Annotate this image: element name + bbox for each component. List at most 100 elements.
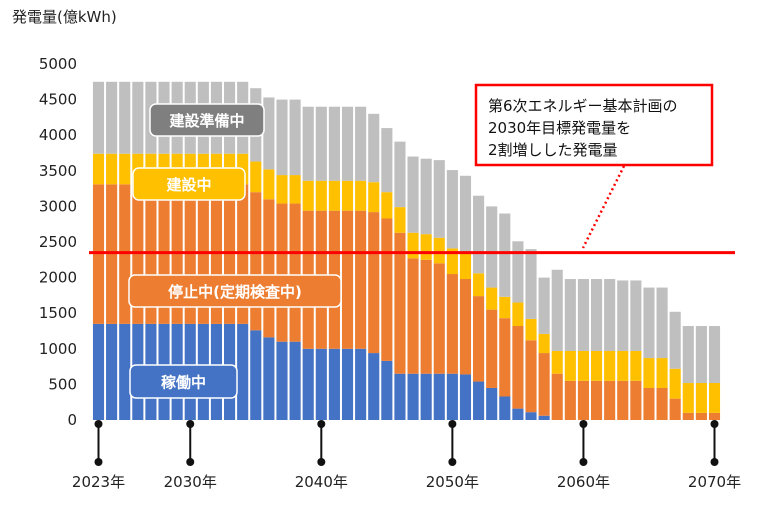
y-tick-label: 0 bbox=[67, 411, 77, 429]
bar-segment-3 bbox=[92, 81, 105, 154]
x-tick-dot-bottom bbox=[186, 458, 195, 466]
bar-segment-0 bbox=[315, 348, 327, 420]
x-tick-label: 2070年 bbox=[688, 473, 741, 491]
annotation-group: 第6次エネルギー基本計画の 2030年目標発電量を 2割増しした発電量 bbox=[474, 83, 714, 249]
bar-segment-2 bbox=[656, 358, 668, 388]
bar-segment-2 bbox=[564, 350, 576, 381]
y-tick-label: 1500 bbox=[39, 304, 77, 322]
bar-segment-3 bbox=[315, 106, 327, 181]
bar-segment-2 bbox=[420, 234, 432, 260]
bar-segment-3 bbox=[119, 81, 131, 154]
annotation-leader bbox=[581, 165, 626, 249]
y-tick-label: 3500 bbox=[39, 162, 77, 180]
x-tick-label: 2040年 bbox=[295, 473, 348, 491]
annotation-text-line: 2030年目標発電量を bbox=[488, 119, 631, 137]
annotation-text-line: 第6次エネルギー基本計画の bbox=[488, 97, 678, 115]
bar-segment-0 bbox=[499, 396, 511, 420]
bar-segment-0 bbox=[341, 348, 354, 420]
bar-segment-2 bbox=[512, 302, 524, 327]
bar-segment-0 bbox=[368, 353, 380, 420]
bar-segment-3 bbox=[355, 106, 367, 181]
bar-segment-2 bbox=[525, 318, 537, 341]
bar-segment-3 bbox=[643, 287, 655, 359]
bar-segment-3 bbox=[446, 170, 458, 249]
bar-segment-3 bbox=[577, 279, 589, 351]
bar-segment-3 bbox=[525, 249, 537, 319]
bar-segment-0 bbox=[92, 323, 105, 420]
bar-segment-3 bbox=[263, 97, 275, 170]
bar-segment-2 bbox=[250, 161, 262, 193]
bar-segment-1 bbox=[551, 373, 563, 420]
bar-segment-0 bbox=[276, 341, 288, 420]
bar-segment-2 bbox=[630, 350, 642, 381]
bar-segment-0 bbox=[525, 412, 537, 420]
bar-segment-0 bbox=[328, 348, 340, 420]
x-tick-label: 2060年 bbox=[557, 473, 610, 491]
bar-segment-1 bbox=[656, 387, 668, 420]
bar-segment-0 bbox=[538, 415, 550, 420]
bar-segment-1 bbox=[276, 203, 288, 342]
annotation-text-line: 2割増しした発電量 bbox=[488, 141, 618, 159]
bar-segment-2 bbox=[355, 180, 367, 211]
bar-segment-1 bbox=[394, 232, 406, 374]
bar-segment-1 bbox=[643, 387, 655, 420]
category-label-text: 建設準備中 bbox=[169, 112, 244, 130]
category-label-text: 建設中 bbox=[166, 176, 211, 194]
category-label-box bbox=[149, 103, 265, 137]
bar-segment-2 bbox=[433, 237, 445, 264]
bar-segment-1 bbox=[564, 380, 576, 420]
category-label-text: 停止中(定期検査中) bbox=[168, 283, 302, 301]
bar-segment-2 bbox=[486, 287, 498, 310]
y-tick-label: 5000 bbox=[39, 55, 77, 73]
bar-segment-1 bbox=[289, 203, 301, 342]
x-tick-dot-top bbox=[94, 420, 103, 428]
bar-segment-0 bbox=[459, 374, 472, 420]
bar-segment-2 bbox=[263, 169, 275, 200]
bar-segment-3 bbox=[682, 326, 694, 383]
bar-segment-3 bbox=[551, 269, 563, 351]
bar-segment-1 bbox=[604, 380, 616, 420]
bar-segment-0 bbox=[446, 373, 458, 420]
x-tick-dot-bottom bbox=[94, 458, 103, 466]
bar-segment-3 bbox=[604, 279, 616, 351]
bar-segment-1 bbox=[368, 212, 380, 354]
bar-segment-0 bbox=[302, 348, 314, 420]
bar-segment-3 bbox=[669, 311, 681, 369]
bar-segment-2 bbox=[315, 180, 327, 211]
x-tick-dot-top bbox=[579, 420, 588, 428]
category-label-box bbox=[128, 274, 342, 308]
bar-segment-1 bbox=[512, 326, 524, 409]
bar-segment-2 bbox=[499, 296, 511, 319]
x-tick-dot-bottom bbox=[448, 458, 457, 466]
bar-segment-3 bbox=[276, 99, 288, 176]
bar-segment-1 bbox=[381, 218, 393, 361]
bar-segment-2 bbox=[289, 175, 301, 204]
y-tick-label: 2500 bbox=[39, 233, 77, 251]
bar-segment-1 bbox=[577, 380, 589, 420]
category-label-text: 稼働中 bbox=[161, 374, 206, 392]
bar-segment-1 bbox=[407, 258, 419, 374]
bar-segment-2 bbox=[617, 350, 629, 381]
x-tick-dot-bottom bbox=[579, 458, 588, 466]
bar-segment-2 bbox=[551, 350, 563, 374]
bar-segment-0 bbox=[394, 373, 406, 420]
bar-segment-3 bbox=[630, 280, 642, 351]
bar-segment-3 bbox=[564, 279, 576, 351]
bar-segment-1 bbox=[617, 380, 629, 420]
bar-segment-0 bbox=[289, 341, 301, 420]
bar-segment-2 bbox=[577, 350, 589, 381]
bar-segment-2 bbox=[590, 350, 603, 381]
bar-segment-2 bbox=[407, 232, 419, 259]
bar-segment-3 bbox=[433, 160, 445, 238]
bar-segment-3 bbox=[499, 213, 511, 297]
bar-segment-2 bbox=[276, 175, 288, 204]
bar-segment-2 bbox=[459, 253, 472, 280]
bar-segment-1 bbox=[250, 192, 262, 331]
bar-segment-1 bbox=[669, 398, 681, 420]
bar-segment-1 bbox=[682, 412, 694, 420]
bar-segment-2 bbox=[341, 180, 354, 211]
x-tick-dot-top bbox=[186, 420, 195, 428]
bar-segment-3 bbox=[473, 195, 485, 274]
